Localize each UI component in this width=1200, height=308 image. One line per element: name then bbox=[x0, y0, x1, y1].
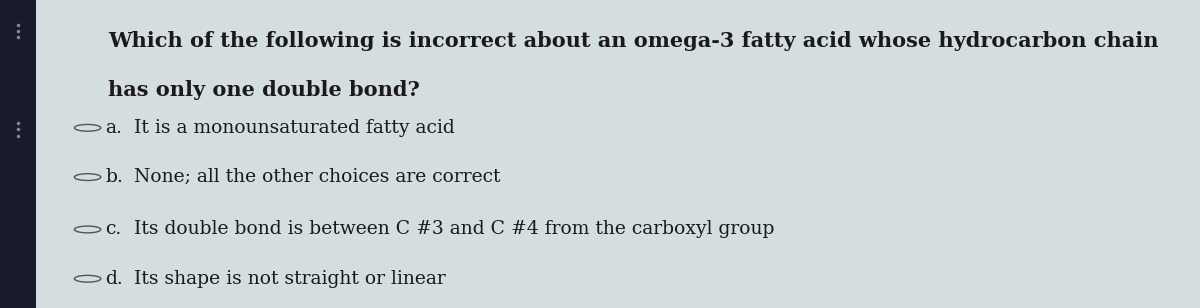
Text: None; all the other choices are correct: None; all the other choices are correct bbox=[134, 168, 500, 186]
Text: c.: c. bbox=[106, 221, 122, 238]
Text: Its double bond is between C #3 and C #4 from the carboxyl group: Its double bond is between C #3 and C #4… bbox=[134, 221, 775, 238]
Text: Which of the following is incorrect about an omega-3 fatty acid whose hydrocarbo: Which of the following is incorrect abou… bbox=[108, 31, 1158, 51]
Text: It is a monounsaturated fatty acid: It is a monounsaturated fatty acid bbox=[134, 119, 455, 137]
Text: a.: a. bbox=[106, 119, 122, 137]
Text: has only one double bond?: has only one double bond? bbox=[108, 80, 420, 100]
Text: d.: d. bbox=[106, 270, 124, 288]
Text: b.: b. bbox=[106, 168, 124, 186]
Text: Its shape is not straight or linear: Its shape is not straight or linear bbox=[134, 270, 446, 288]
FancyBboxPatch shape bbox=[0, 0, 36, 308]
